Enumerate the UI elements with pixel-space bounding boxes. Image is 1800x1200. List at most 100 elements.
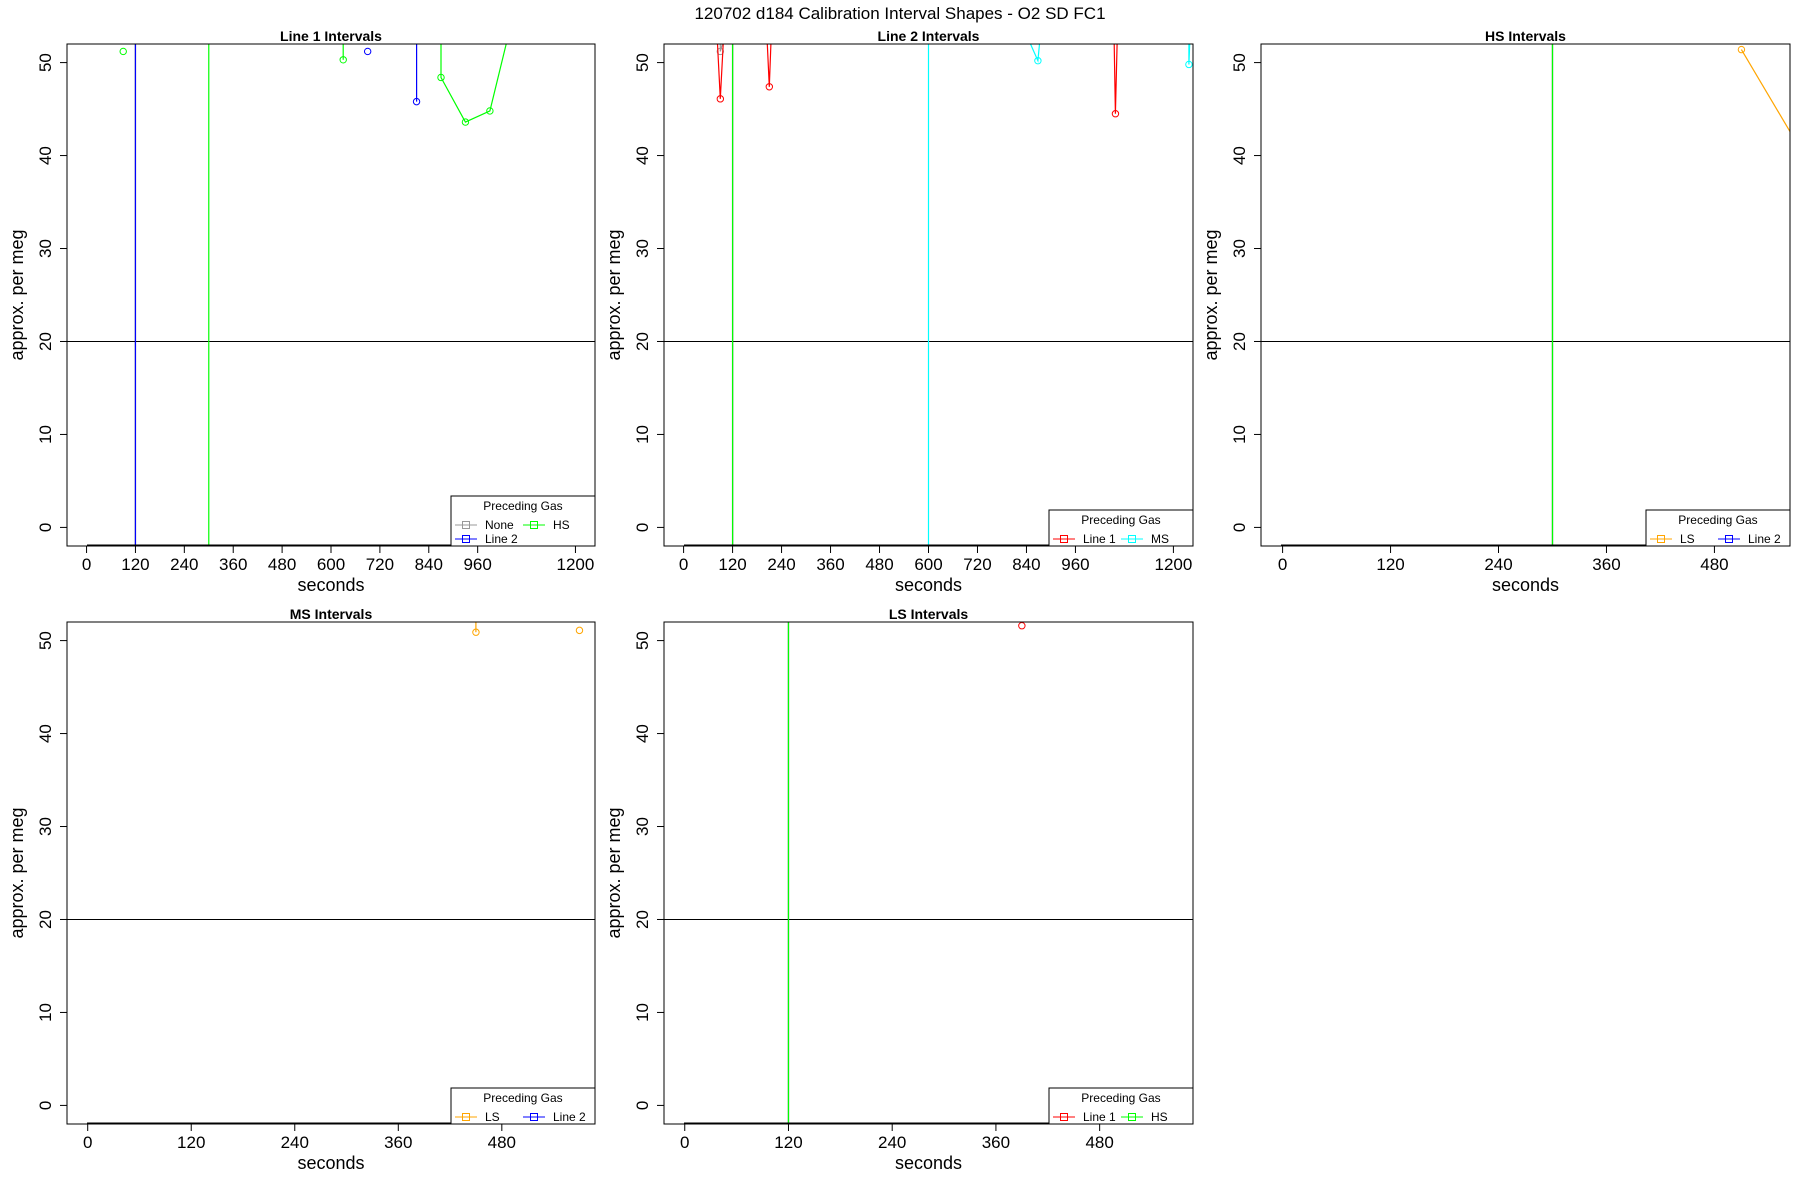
panel-ms-intervals: MS Intervals 0 120 240 360 480 seconds 0 10 20 30 4… bbox=[7, 606, 596, 1173]
x-tick-label: 360 bbox=[384, 1133, 412, 1152]
legend-entry-hs: HS bbox=[553, 518, 570, 532]
x-tick-label: 360 bbox=[982, 1133, 1010, 1152]
y-tick-label: 0 bbox=[633, 523, 652, 532]
y-tick-label: 50 bbox=[633, 53, 652, 72]
y-tick-label: 40 bbox=[36, 146, 55, 165]
legend-swatch-marker bbox=[1060, 1113, 1068, 1121]
y-tick-label: 30 bbox=[36, 817, 55, 836]
x-tick-label: 240 bbox=[281, 1133, 309, 1152]
legend-swatch-marker bbox=[1657, 535, 1665, 543]
x-tick-label: 120 bbox=[1376, 555, 1404, 574]
x-tick-label: 1200 bbox=[557, 555, 595, 574]
legend-entry-line-2: Line 2 bbox=[485, 532, 518, 546]
data-point bbox=[1018, 622, 1026, 630]
data-point bbox=[363, 47, 372, 56]
x-tick-label: 960 bbox=[463, 555, 491, 574]
x-tick-label: 480 bbox=[1085, 1133, 1113, 1152]
plot-frame bbox=[1260, 43, 1791, 547]
y-axis-label: approx. per meg bbox=[604, 807, 624, 938]
y-axis-label: approx. per meg bbox=[604, 229, 624, 360]
legend-entry-ms: MS bbox=[1151, 532, 1169, 546]
data-point bbox=[1737, 45, 1746, 54]
data-point bbox=[339, 56, 347, 64]
y-tick-label: 40 bbox=[36, 724, 55, 743]
legend-box bbox=[450, 1087, 596, 1125]
x-tick-label: 840 bbox=[415, 555, 443, 574]
x-tick-label: 120 bbox=[121, 555, 149, 574]
data-point bbox=[412, 97, 421, 106]
legend: Preceding Gas Line 1 MS bbox=[1048, 509, 1194, 547]
x-tick-label: 480 bbox=[268, 555, 296, 574]
x-tick-label: 0 bbox=[1278, 555, 1287, 574]
panel-hs-intervals: HS Intervals 0 120 240 360 480 seconds 0 10 20 30 4… bbox=[1201, 28, 1798, 595]
legend-title: Preceding Gas bbox=[483, 499, 562, 513]
y-tick-label: 20 bbox=[633, 910, 652, 929]
y-tick-label: 50 bbox=[1230, 53, 1249, 72]
data-point bbox=[119, 47, 127, 56]
series-line bbox=[719, 44, 723, 52]
x-tick-label: 960 bbox=[1061, 555, 1089, 574]
x-tick-label: 720 bbox=[366, 555, 394, 574]
legend-entry-ls: LS bbox=[1680, 532, 1695, 546]
series-line bbox=[1740, 49, 1790, 133]
plot-frame bbox=[66, 621, 596, 1125]
plot-frame bbox=[663, 621, 1194, 1125]
x-tick-label: 480 bbox=[488, 1133, 516, 1152]
panel-title: Line 1 Intervals bbox=[280, 28, 382, 44]
x-tick-label: 0 bbox=[680, 1133, 689, 1152]
legend-swatch-marker bbox=[462, 535, 470, 543]
legend-swatch-marker bbox=[462, 1113, 470, 1121]
x-tick-label: 600 bbox=[914, 555, 942, 574]
legend-entry-line-2: Line 2 bbox=[1748, 532, 1781, 546]
panel-title: MS Intervals bbox=[290, 606, 373, 622]
x-tick-label: 600 bbox=[317, 555, 345, 574]
legend-box bbox=[1048, 1087, 1194, 1125]
plot-area bbox=[664, 622, 1193, 1124]
legend-title: Preceding Gas bbox=[1081, 513, 1160, 527]
plot-area bbox=[67, 622, 595, 920]
data-point bbox=[437, 73, 445, 82]
x-axis-label: seconds bbox=[895, 1153, 962, 1173]
legend-swatch-marker bbox=[1128, 1113, 1136, 1121]
series-line bbox=[766, 44, 772, 87]
legend: Preceding Gas LS Line 2 bbox=[1645, 509, 1791, 547]
x-tick-label: 120 bbox=[177, 1133, 205, 1152]
y-tick-label: 10 bbox=[633, 1003, 652, 1022]
y-tick-label: 10 bbox=[36, 425, 55, 444]
x-tick-label: 720 bbox=[963, 555, 991, 574]
legend-swatch-marker bbox=[1128, 535, 1136, 543]
y-tick-label: 30 bbox=[633, 817, 652, 836]
data-point bbox=[1185, 60, 1193, 69]
y-tick-label: 10 bbox=[36, 1003, 55, 1022]
y-tick-label: 40 bbox=[633, 146, 652, 165]
x-tick-label: 1200 bbox=[1154, 555, 1192, 574]
y-tick-label: 10 bbox=[1230, 425, 1249, 444]
data-point bbox=[1111, 110, 1120, 118]
y-tick-label: 10 bbox=[633, 425, 652, 444]
x-tick-label: 0 bbox=[679, 555, 688, 574]
y-tick-label: 20 bbox=[36, 332, 55, 351]
x-tick-label: 240 bbox=[170, 555, 198, 574]
x-tick-label: 480 bbox=[1700, 555, 1728, 574]
series-line bbox=[716, 44, 724, 99]
legend-title: Preceding Gas bbox=[483, 1091, 562, 1105]
y-tick-label: 0 bbox=[36, 523, 55, 532]
legend-entry-line-2: Line 2 bbox=[553, 1110, 586, 1124]
data-point bbox=[486, 107, 494, 115]
y-tick-label: 0 bbox=[1230, 523, 1249, 532]
panel-title: LS Intervals bbox=[889, 606, 969, 622]
x-axis-label: seconds bbox=[297, 575, 364, 595]
legend-swatch-marker bbox=[1060, 535, 1068, 543]
y-tick-label: 50 bbox=[36, 53, 55, 72]
x-tick-label: 0 bbox=[83, 1133, 92, 1152]
y-tick-label: 40 bbox=[633, 724, 652, 743]
data-point bbox=[1792, 137, 1798, 143]
data-point bbox=[461, 118, 470, 126]
legend-entry-none: None bbox=[485, 518, 514, 532]
y-tick-label: 20 bbox=[36, 910, 55, 929]
y-tick-label: 30 bbox=[36, 239, 55, 258]
legend-swatch-marker bbox=[530, 521, 538, 529]
y-tick-label: 0 bbox=[36, 1101, 55, 1110]
x-tick-label: 240 bbox=[878, 1133, 906, 1152]
